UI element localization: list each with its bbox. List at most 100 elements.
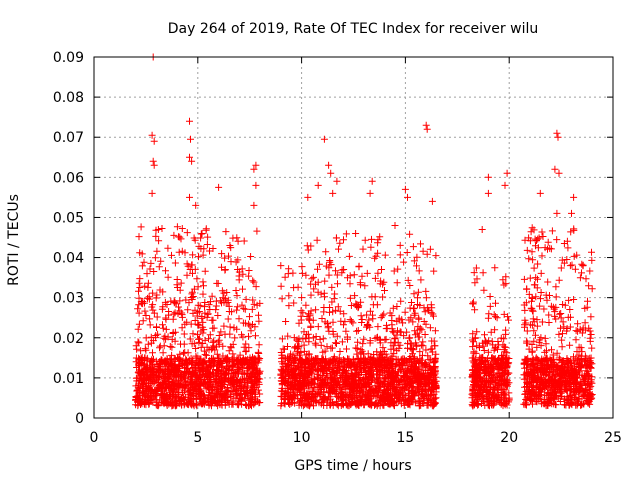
- data-point: [278, 295, 286, 303]
- data-point: [559, 318, 567, 326]
- data-point: [204, 310, 212, 318]
- data-point: [168, 395, 176, 403]
- data-point: [248, 372, 256, 380]
- data-point: [150, 369, 158, 377]
- data-point: [206, 373, 214, 381]
- data-point: [240, 383, 248, 391]
- data-point: [471, 355, 479, 363]
- data-point: [390, 267, 398, 275]
- data-point: [389, 304, 397, 312]
- data-point: [135, 320, 143, 328]
- data-point: [255, 350, 263, 357]
- data-point: [563, 387, 571, 395]
- data-point: [579, 261, 587, 269]
- data-point: [309, 273, 317, 281]
- data-point: [499, 276, 507, 284]
- data-point: [555, 169, 563, 177]
- data-point: [200, 245, 208, 253]
- data-point: [195, 308, 203, 315]
- data-point: [249, 277, 257, 285]
- data-point: [337, 317, 345, 325]
- data-point: [338, 388, 346, 396]
- data-point: [145, 400, 153, 408]
- data-point: [186, 153, 193, 161]
- data-point: [544, 238, 552, 246]
- data-point: [534, 359, 542, 367]
- data-point: [558, 336, 566, 344]
- data-point: [520, 301, 528, 309]
- data-point: [141, 307, 149, 315]
- data-point: [363, 311, 371, 319]
- data-point: [340, 310, 348, 318]
- data-point: [469, 343, 477, 351]
- data-point: [555, 276, 563, 284]
- data-point: [296, 398, 304, 406]
- data-point: [181, 387, 188, 395]
- data-point: [390, 390, 398, 398]
- data-point: [135, 294, 143, 302]
- data-point: [178, 397, 186, 405]
- data-point: [573, 251, 581, 259]
- data-point: [214, 312, 222, 319]
- data-point: [541, 396, 549, 403]
- data-point: [353, 327, 361, 335]
- data-point: [479, 395, 487, 403]
- data-point: [410, 290, 418, 298]
- data-point: [557, 324, 564, 332]
- data-point: [302, 301, 310, 309]
- data-point: [396, 341, 404, 349]
- x-tick-label: 15: [396, 430, 414, 446]
- data-point: [349, 384, 357, 392]
- data-point: [401, 185, 409, 193]
- data-point: [277, 282, 285, 290]
- data-point: [147, 333, 155, 341]
- data-point: [252, 366, 260, 374]
- grid-lines: [94, 57, 613, 418]
- data-point: [213, 350, 221, 358]
- data-point: [161, 369, 169, 377]
- data-point: [360, 401, 368, 409]
- data-point: [576, 274, 584, 282]
- data-point: [390, 329, 398, 337]
- data-point: [285, 378, 293, 386]
- data-point: [345, 252, 353, 260]
- data-point: [328, 371, 336, 379]
- data-point: [562, 373, 570, 381]
- data-point: [194, 283, 202, 291]
- data-point: [543, 356, 551, 364]
- data-point: [229, 400, 237, 408]
- data-point: [243, 364, 251, 372]
- data-point: [252, 161, 260, 169]
- data-point: [336, 348, 344, 355]
- data-point: [567, 391, 574, 399]
- data-point: [483, 339, 491, 347]
- data-point: [575, 371, 583, 379]
- data-point: [553, 129, 561, 137]
- data-point: [324, 389, 332, 396]
- data-point: [387, 374, 395, 382]
- data-point: [199, 251, 207, 259]
- data-point: [175, 379, 182, 387]
- data-point: [164, 333, 172, 341]
- data-point: [308, 369, 316, 377]
- data-point: [571, 366, 578, 374]
- data-point: [431, 342, 439, 350]
- data-point: [281, 273, 289, 281]
- data-point: [366, 307, 374, 315]
- data-point: [150, 161, 158, 169]
- data-point: [427, 345, 435, 353]
- data-point: [159, 321, 166, 329]
- data-point: [528, 382, 536, 390]
- data-point: [282, 372, 290, 380]
- data-point: [365, 316, 373, 324]
- data-point: [152, 332, 160, 339]
- data-point: [395, 344, 403, 352]
- data-point: [308, 275, 316, 283]
- data-point: [334, 380, 341, 388]
- data-point: [409, 386, 417, 394]
- data-point: [479, 342, 487, 350]
- data-point: [335, 354, 343, 362]
- data-point: [541, 348, 549, 356]
- data-point: [415, 402, 423, 410]
- data-point: [486, 293, 494, 300]
